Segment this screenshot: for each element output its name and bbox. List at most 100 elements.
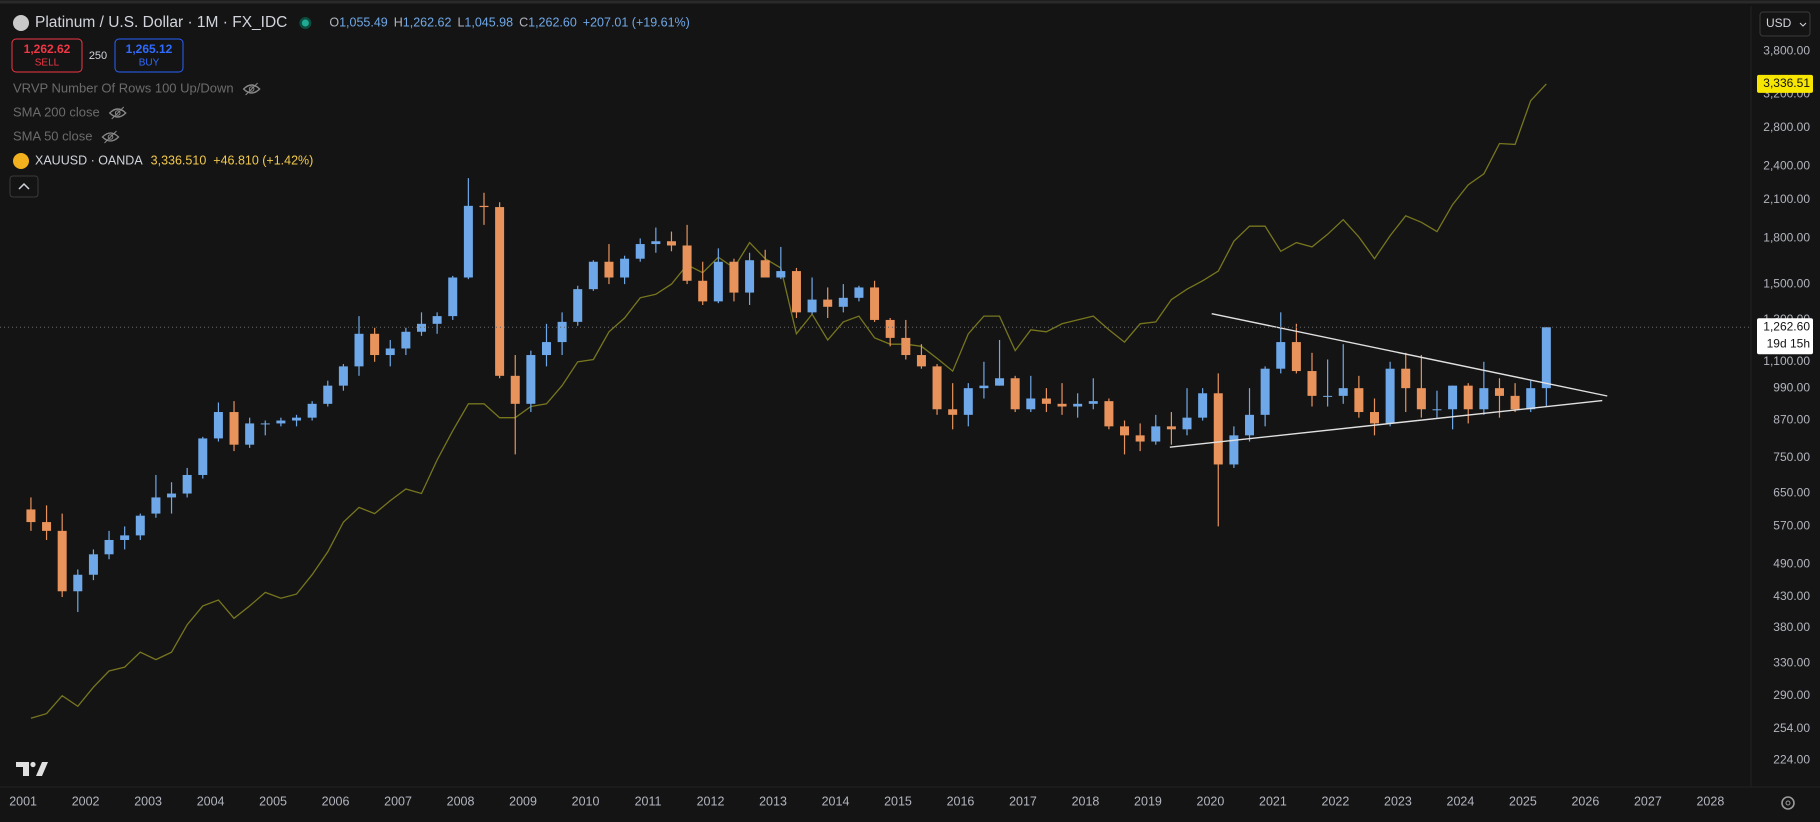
currency-caret[interactable] [1799, 22, 1807, 27]
candle-body [198, 438, 208, 475]
y-tick-label: 490.00 [1773, 556, 1810, 570]
ohlc-value: 1,262.62 [403, 15, 452, 29]
candle-body [1416, 388, 1426, 410]
compare-line [30, 83, 1547, 719]
candle-body [260, 423, 270, 425]
x-tick-label: 2005 [259, 794, 287, 808]
candle-body [979, 385, 989, 389]
sell-price[interactable]: 1,262.62 [24, 42, 71, 56]
candle-body [151, 497, 161, 514]
visibility-icon[interactable] [111, 106, 125, 120]
candle-body [1307, 371, 1317, 396]
candle-body [167, 493, 177, 498]
candle-body [1151, 426, 1161, 442]
candle-body [526, 355, 536, 404]
candle-body [1541, 327, 1551, 389]
candle-body [901, 337, 911, 356]
sell-label[interactable]: SELL [35, 58, 60, 69]
candle-body [26, 509, 36, 523]
candle-body [854, 287, 864, 298]
candle-body [1510, 395, 1520, 410]
visibility-icon[interactable] [107, 134, 114, 140]
tradingview-logo [16, 761, 48, 776]
currency[interactable]: USD [1766, 16, 1792, 30]
x-tick-label: 2026 [1571, 794, 1599, 808]
candle-body [104, 539, 114, 555]
price-tag-label: 3,336.51 [1763, 76, 1810, 90]
buy-label[interactable]: BUY [139, 58, 160, 69]
symbol-title: Platinum / U.S. Dollar · 1M · FX_IDC [35, 14, 287, 31]
visibility-icon[interactable] [248, 86, 255, 92]
visibility-icon[interactable] [104, 130, 117, 144]
sell-button[interactable] [11, 38, 83, 73]
y-tick-label: 430.00 [1773, 589, 1810, 603]
price-tag-countdown: 19d 15h [1767, 336, 1810, 350]
candle-body [870, 287, 880, 320]
candle-body [385, 348, 395, 356]
settings-icon[interactable] [1781, 796, 1795, 810]
x-tick-label: 2028 [1696, 794, 1724, 808]
candle-body [745, 260, 755, 293]
x-tick-label: 2001 [9, 794, 37, 808]
buy-price[interactable]: 1,265.12 [126, 42, 173, 56]
collapse-button[interactable] [9, 175, 39, 198]
candle-body [510, 375, 520, 404]
x-tick-label: 2020 [1197, 794, 1225, 808]
x-tick-label: 2027 [1634, 794, 1662, 808]
change: +207.01 (+19.61%) [583, 15, 690, 29]
candle-body [401, 331, 411, 349]
plot-area [0, 83, 1751, 719]
candle-body [807, 299, 817, 313]
compare-icon [13, 153, 29, 169]
x-tick-label: 2009 [509, 794, 537, 808]
candle-body [73, 574, 83, 592]
candle-body [323, 385, 333, 404]
ohlc-key: C [519, 15, 528, 29]
candle-body [307, 403, 317, 418]
candle-body [1198, 393, 1208, 418]
candle-body [1213, 393, 1223, 465]
gear-hub[interactable] [1785, 800, 1791, 806]
ohlc-value: 1,055.49 [339, 15, 388, 29]
visibility-icon[interactable] [114, 110, 121, 116]
candle-body [760, 260, 770, 278]
market-status-dot [301, 19, 309, 27]
candle-body [1526, 388, 1536, 410]
candle-body [1385, 368, 1395, 424]
candle-body [1463, 385, 1473, 410]
candle-body [448, 277, 458, 317]
y-tick-label: 1,500.00 [1763, 276, 1810, 290]
candle-body [1369, 412, 1379, 424]
candle-body [635, 244, 645, 259]
currency-button[interactable] [1759, 11, 1811, 37]
candle-body [1479, 388, 1489, 410]
candle-body [354, 333, 364, 367]
quantity[interactable]: 250 [89, 50, 107, 62]
y-tick-label: 1,100.00 [1763, 354, 1810, 368]
symbol-icon [13, 15, 29, 31]
compare-last: 3,336.510 [151, 153, 207, 167]
candle-body [1166, 426, 1176, 430]
candle-body [588, 261, 598, 290]
candle-body [1073, 403, 1083, 407]
candle-body [1182, 417, 1192, 430]
candle-body [1135, 435, 1145, 442]
candle-body [573, 289, 583, 322]
candle-body [666, 241, 676, 246]
y-tick-label: 1,800.00 [1763, 231, 1810, 245]
trendline [1169, 399, 1603, 448]
visibility-icon[interactable] [245, 82, 258, 96]
collapse-icon[interactable] [18, 182, 30, 190]
candle-body [182, 474, 192, 494]
y-tick-label: 330.00 [1773, 655, 1810, 669]
indicator-name: VRVP Number Of Rows 100 Up/Down [13, 80, 234, 95]
candle-body [1354, 388, 1364, 413]
candle-body [1229, 435, 1239, 465]
x-tick-label: 2019 [1134, 794, 1162, 808]
candle-body [1448, 385, 1458, 410]
buy-button[interactable] [114, 38, 184, 73]
y-tick-label: 990.00 [1773, 380, 1810, 394]
gear[interactable] [1781, 796, 1795, 810]
